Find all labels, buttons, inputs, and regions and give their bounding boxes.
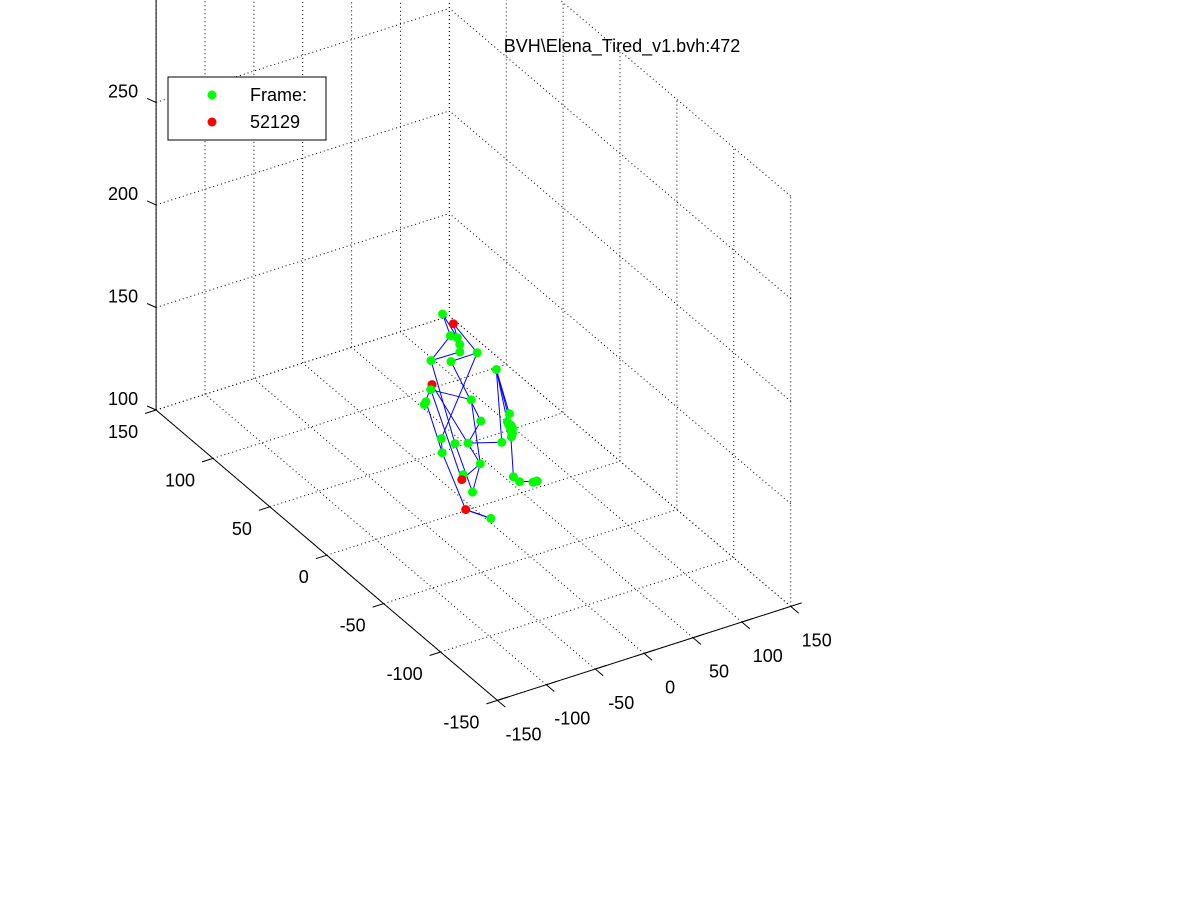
skeleton-bone (471, 400, 480, 464)
x-tick-label: -50 (608, 693, 634, 713)
x-tick-label: 150 (802, 630, 832, 650)
joint-marker-green (437, 434, 446, 443)
chart-title: BVH\Elena_Tired_v1.bvh:472 (504, 36, 740, 57)
y-axis-tick (373, 604, 384, 608)
y-axis-tick (259, 507, 270, 511)
legend-label-frame: Frame: (250, 85, 307, 105)
floor-gridline-y (270, 413, 563, 507)
z-axis-tick (147, 406, 156, 410)
joint-marker-green (427, 356, 436, 365)
y-axis-tick (430, 652, 441, 656)
z-tick-label: 100 (108, 389, 138, 409)
legend: Frame: 52129 (168, 77, 326, 140)
x-tick-label: -150 (505, 724, 541, 744)
skeleton-bone (468, 442, 502, 443)
y-axis-tick (644, 650, 655, 654)
floor-gridline-y (213, 364, 506, 458)
side-wall-gridline-z (449, 111, 790, 401)
z-axis-tick (147, 304, 156, 308)
legend-label-frame-number: 52129 (250, 112, 300, 132)
y-tick-label: 0 (299, 567, 309, 587)
floor-gridline-x (352, 347, 693, 637)
floor-gridline-x (205, 394, 546, 684)
skeleton-bone (431, 390, 462, 480)
y-axis-tick (486, 700, 497, 704)
joint-marker-green (446, 331, 455, 340)
joint-marker-green (473, 348, 482, 357)
joint-marker-green (447, 357, 456, 366)
y-tick-label: 50 (232, 519, 252, 539)
joint-marker-green (533, 477, 542, 486)
y-axis-tick (145, 410, 156, 414)
z-axis-tick (147, 201, 156, 205)
joint-marker-green (505, 409, 514, 418)
floor-gridline-y (384, 510, 677, 604)
joint-marker-green (467, 395, 476, 404)
joint-marker-green (486, 514, 495, 523)
z-axis-tick (147, 98, 156, 102)
side-wall-gridline-z (449, 0, 790, 196)
legend-marker-frame (208, 91, 217, 100)
x-axis-tick (693, 638, 701, 645)
skeleton-bone (426, 402, 442, 453)
x-tick-label: 100 (753, 646, 783, 666)
skeleton-joints (420, 310, 542, 523)
skeleton-bone (431, 390, 471, 400)
joint-marker-green (507, 427, 516, 436)
y-tick-label: -150 (443, 712, 479, 732)
x-tick-label: -100 (554, 709, 590, 729)
joint-marker-green (476, 459, 485, 468)
y-tick-label: -100 (387, 664, 423, 684)
side-wall-gridline-z (449, 316, 790, 606)
x-tick-label: 0 (665, 677, 675, 697)
x-axis-tick (595, 669, 603, 676)
y-axis-tick (791, 603, 802, 607)
joint-marker-green (468, 488, 477, 497)
joint-marker-green (451, 439, 460, 448)
x-axis-tick (546, 685, 554, 692)
back-wall-gridline-z (156, 214, 449, 308)
joint-marker-green (492, 365, 501, 374)
joint-marker-red (457, 475, 466, 484)
x-axis-tick (644, 653, 652, 660)
y-tick-label: 150 (108, 422, 138, 442)
joint-marker-green (438, 310, 447, 319)
skeleton-bone (431, 336, 450, 361)
joint-marker-green (476, 417, 485, 426)
skeleton-bone (451, 362, 481, 422)
y-axis-tick (497, 697, 508, 701)
z-tick-label: 150 (108, 287, 138, 307)
x-tick-label: 50 (709, 662, 729, 682)
y-axis-tick (595, 666, 606, 670)
joint-marker-green (497, 438, 506, 447)
joint-marker-red (461, 505, 470, 514)
x-axis-tick (742, 622, 750, 629)
legend-marker-frame-number (208, 118, 217, 127)
joint-marker-green (426, 385, 435, 394)
y-axis-tick (546, 681, 557, 685)
joint-marker-green (464, 439, 473, 448)
floor-gridline-y (441, 558, 734, 652)
joint-marker-green (438, 448, 447, 457)
z-tick-label: 200 (108, 184, 138, 204)
x-axis-tick (791, 606, 799, 613)
y-axis-tick (693, 634, 704, 638)
y-axis-tick (742, 619, 753, 623)
y-axis-tick (202, 458, 213, 462)
skeleton-bone (431, 352, 460, 361)
floor-gridline-x (254, 379, 595, 669)
joint-marker-green (420, 400, 429, 409)
y-tick-label: -50 (340, 616, 366, 636)
y-axis-tick (316, 555, 327, 559)
joint-marker-red (449, 319, 458, 328)
z-tick-label: 250 (108, 81, 138, 101)
skeleton-bones (424, 314, 537, 518)
x-axis-tick (497, 700, 505, 707)
joint-marker-green (515, 477, 524, 486)
y-tick-label: 100 (165, 470, 195, 490)
